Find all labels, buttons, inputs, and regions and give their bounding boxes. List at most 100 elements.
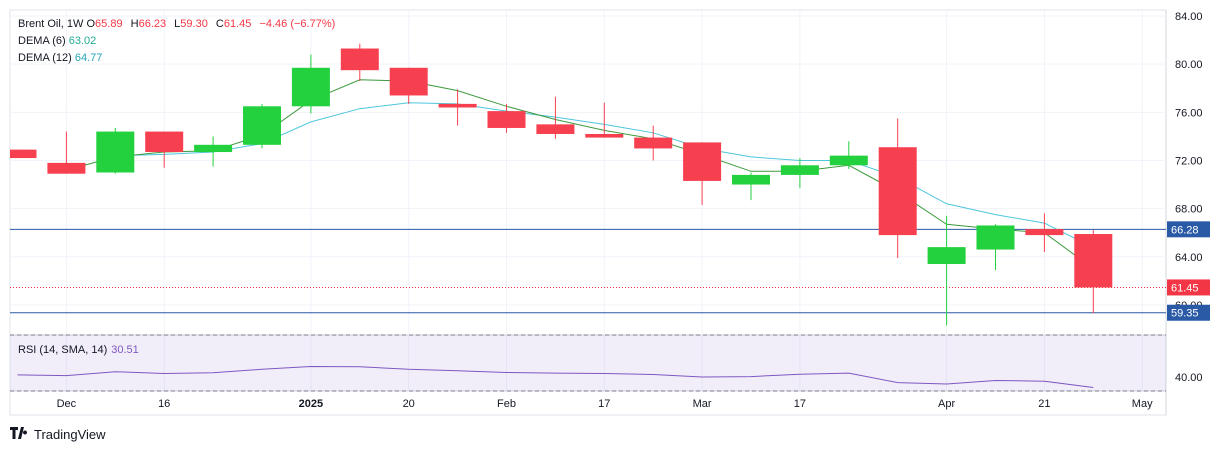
time-tick-label: 20 bbox=[403, 398, 415, 410]
open-value: 65.89 bbox=[95, 18, 123, 30]
rsi-label: RSI (14, SMA, 14) bbox=[18, 344, 108, 356]
candle[interactable] bbox=[145, 131, 184, 168]
symbol-label: Brent Oil, 1W bbox=[18, 18, 84, 30]
candle-body bbox=[536, 124, 575, 134]
dema12-legend[interactable]: DEMA (12) 64.77 bbox=[18, 52, 102, 64]
indicator-layer bbox=[10, 79, 1166, 314]
dema6-value: 63.02 bbox=[68, 35, 97, 47]
high-value: 66.23 bbox=[138, 18, 167, 30]
tradingview-brand-name: TradingView bbox=[34, 426, 106, 442]
candle[interactable] bbox=[487, 103, 526, 133]
rsi-value: 30.51 bbox=[111, 344, 139, 356]
candle[interactable] bbox=[634, 125, 673, 161]
candle[interactable] bbox=[780, 158, 819, 189]
candle-body bbox=[243, 106, 281, 145]
high-label: H bbox=[130, 18, 139, 30]
candle-body bbox=[340, 48, 379, 71]
time-tick-label: Apr bbox=[938, 398, 955, 410]
dema6-legend[interactable]: DEMA (6) 63.02 bbox=[18, 35, 96, 47]
candle[interactable] bbox=[878, 118, 917, 258]
time-tick-label: 2025 bbox=[299, 398, 323, 410]
candle-body bbox=[585, 133, 624, 138]
candle[interactable] bbox=[194, 136, 233, 167]
candle[interactable] bbox=[1074, 229, 1113, 314]
tradingview-brand[interactable]: TradingView bbox=[10, 426, 106, 442]
candle[interactable] bbox=[340, 43, 379, 82]
candle-body bbox=[194, 144, 233, 153]
hline-price-tag-text: 66.28 bbox=[1171, 224, 1199, 236]
candle-body bbox=[145, 131, 184, 153]
candle[interactable] bbox=[976, 224, 1015, 270]
candle[interactable] bbox=[291, 54, 330, 114]
hline-price-tag: 66.28 bbox=[1167, 221, 1210, 238]
last-price-tag-text: 61.45 bbox=[1171, 282, 1199, 294]
candle-body bbox=[487, 111, 526, 128]
dema12-value: 64.77 bbox=[74, 52, 103, 64]
dema12-label: DEMA (12) bbox=[18, 52, 72, 64]
candle[interactable] bbox=[243, 103, 281, 149]
candle[interactable] bbox=[927, 215, 966, 326]
close-value: 61.45 bbox=[223, 18, 252, 30]
close-label: C bbox=[215, 18, 224, 30]
candle-body bbox=[976, 225, 1015, 250]
candle-body bbox=[634, 137, 673, 149]
rsi-layer bbox=[10, 334, 1166, 392]
price-tick-label: 68.00 bbox=[1175, 204, 1203, 216]
candle[interactable] bbox=[732, 172, 770, 201]
last-price-tag-bg bbox=[1167, 279, 1210, 296]
price-tick-label: 80.00 bbox=[1175, 59, 1203, 71]
candle-body bbox=[683, 142, 722, 181]
axis-layer: 84.0080.0076.0072.0068.0064.0060.00Dec16… bbox=[57, 11, 1210, 410]
candle-body bbox=[1025, 229, 1064, 236]
rsi-band bbox=[10, 335, 1166, 391]
tradingview-logo-icon bbox=[10, 426, 30, 442]
candle-body bbox=[878, 147, 917, 236]
price-tick-label: 64.00 bbox=[1175, 252, 1203, 264]
candle[interactable] bbox=[829, 141, 868, 169]
dema6-line bbox=[66, 79, 1094, 270]
time-tick-label: 21 bbox=[1038, 398, 1050, 410]
candle[interactable] bbox=[585, 102, 624, 138]
time-tick-label: 16 bbox=[158, 398, 170, 410]
candle-body bbox=[927, 247, 966, 264]
candle-body bbox=[47, 162, 86, 174]
rsi-line bbox=[17, 365, 1094, 388]
candle-body bbox=[780, 165, 819, 175]
candle[interactable] bbox=[1025, 213, 1064, 252]
price-tick-label: 76.00 bbox=[1175, 107, 1203, 119]
candle-body bbox=[829, 155, 868, 166]
candle-body bbox=[96, 131, 135, 173]
candle[interactable] bbox=[683, 142, 722, 205]
time-tick-label: Mar bbox=[693, 398, 712, 410]
time-tick-label: Dec bbox=[57, 398, 77, 410]
candle-body bbox=[291, 67, 330, 107]
candle-body bbox=[438, 103, 477, 108]
ohlc-legend: Brent Oil, 1W O65.89 H66.23 L59.30 C61.4… bbox=[18, 18, 340, 30]
rsi-legend[interactable]: RSI (14, SMA, 14) 30.51 bbox=[18, 344, 139, 356]
price-tick-label: 84.00 bbox=[1175, 11, 1203, 23]
hline-price-tag-text: 59.35 bbox=[1171, 308, 1199, 320]
time-tick-label: May bbox=[1132, 398, 1153, 410]
hline-price-tag-bg bbox=[1167, 304, 1210, 321]
change-value: −4.46 (−6.77%) bbox=[259, 18, 336, 30]
candle-body bbox=[732, 174, 770, 185]
time-tick-label: 17 bbox=[794, 398, 806, 410]
candle-body bbox=[389, 67, 428, 96]
low-value: 59.30 bbox=[180, 18, 208, 30]
candle[interactable] bbox=[96, 127, 135, 174]
candle-body bbox=[10, 149, 37, 159]
candle[interactable] bbox=[10, 149, 37, 159]
candle-layer bbox=[10, 43, 1113, 326]
candle[interactable] bbox=[536, 96, 575, 139]
open-label: O bbox=[86, 18, 96, 30]
candle[interactable] bbox=[438, 89, 477, 126]
candle[interactable] bbox=[47, 131, 86, 174]
dema6-label: DEMA (6) bbox=[18, 35, 66, 47]
time-tick-label: Feb bbox=[497, 398, 516, 410]
low-label: L bbox=[174, 18, 181, 30]
price-tick-label: 72.00 bbox=[1175, 155, 1203, 167]
candle-body bbox=[1074, 234, 1113, 288]
candle[interactable] bbox=[389, 67, 428, 104]
time-tick-label: 17 bbox=[598, 398, 610, 410]
